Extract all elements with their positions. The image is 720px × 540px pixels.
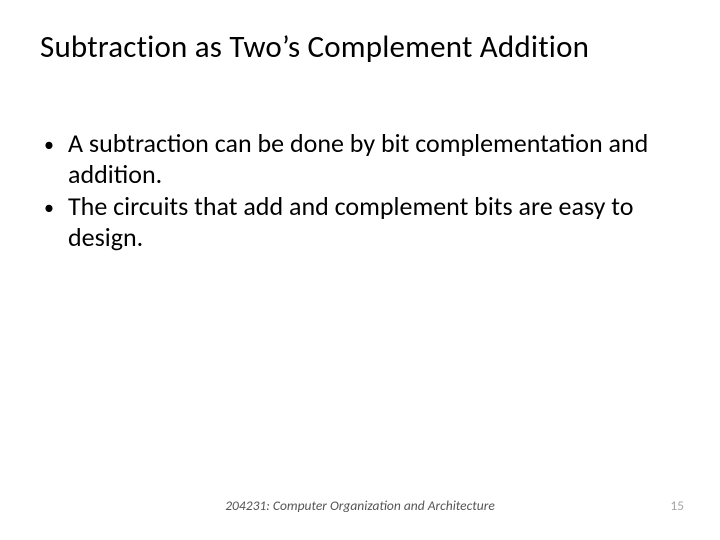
bullet-text: A subtraction can be done by bit complem… [68, 128, 665, 189]
bullet-icon: • [40, 191, 68, 225]
list-item: • The circuits that add and complement b… [40, 191, 665, 252]
bullet-icon: • [40, 128, 68, 162]
slide-title: Subtraction as Two’s Complement Addition [40, 30, 680, 66]
slide-content: • A subtraction can be done by bit compl… [40, 128, 665, 255]
slide-footer: 204231: Computer Organization and Archit… [0, 497, 720, 514]
bullet-text: The circuits that add and complement bit… [68, 191, 665, 252]
slide: Subtraction as Two’s Complement Addition… [0, 0, 720, 540]
list-item: • A subtraction can be done by bit compl… [40, 128, 665, 189]
page-number: 15 [670, 497, 684, 514]
